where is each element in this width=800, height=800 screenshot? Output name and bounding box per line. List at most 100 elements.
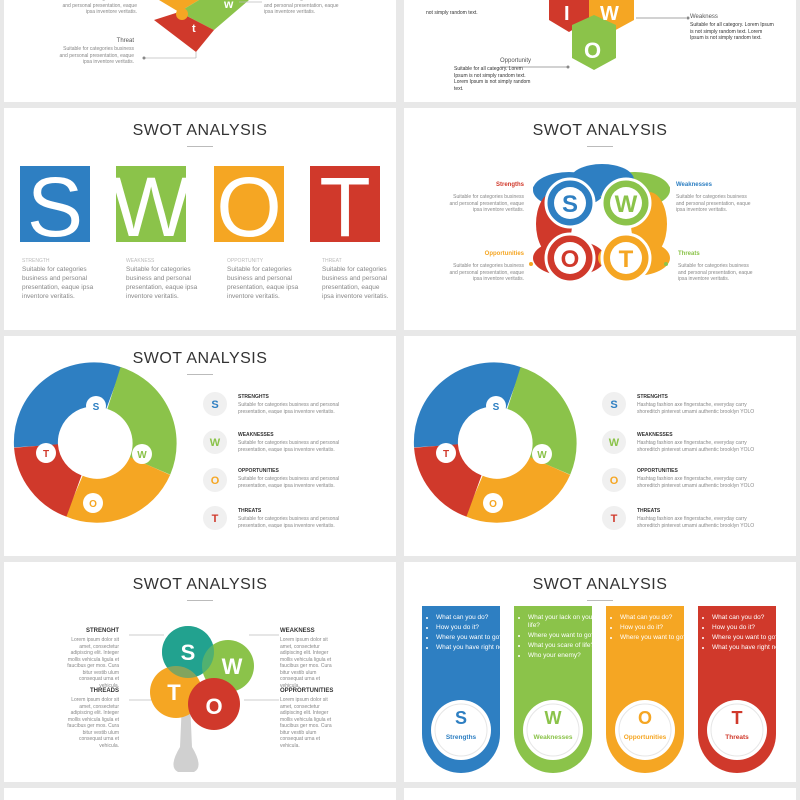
ring-b-label-1: WEAKNESSES xyxy=(637,432,673,438)
card-o-name: Opportunities xyxy=(623,734,667,741)
ring-diagram: S W O T S W O T xyxy=(13,362,227,530)
ring-b-text-1: Hashtag fashion axe fingerstache, everyd… xyxy=(637,440,755,453)
ring-b-label-3: THREATS xyxy=(637,508,661,514)
ring-diagram: S W O T S W O T xyxy=(413,362,626,530)
bullet: What you have right now? xyxy=(436,644,512,652)
flower-letter-o: O xyxy=(561,246,580,273)
slide-title: SWOT ANALYSIS xyxy=(4,576,396,601)
slide-swot-cards: SWOT ANALYSIS What can you do? How you d… xyxy=(404,562,796,782)
flower-letter-t: T xyxy=(619,246,634,273)
hexagon-group: I W O xyxy=(500,0,690,70)
ring-a-t: T xyxy=(43,449,49,460)
label-threat: THREAT xyxy=(322,258,342,264)
tree-text-strenght: Lorem ipsum dolor sit amet, consectetur … xyxy=(67,637,119,689)
block-letter-s: S xyxy=(27,160,83,254)
flower-label-weaknesses: Weaknesses xyxy=(676,182,712,188)
bullet: How you do it? xyxy=(712,624,788,632)
ring-a-s: S xyxy=(93,402,100,413)
letter-w: W xyxy=(600,3,619,25)
ring-a-label-2: OPPORTUNITIES xyxy=(238,468,279,474)
label-strength: STRENGTH xyxy=(22,258,50,264)
card-w-name: Weaknesses xyxy=(533,734,573,741)
weakness-text: Suitable for categories business and per… xyxy=(264,0,339,15)
opportunity-label: Opportunity xyxy=(500,58,532,64)
ring-b-text-3: Hashtag fashion axe fingerstache, everyd… xyxy=(637,516,755,529)
puzzle-diamond: w t xyxy=(142,0,262,60)
ring-b-text-2: Hashtag fashion axe fingerstache, everyd… xyxy=(637,476,755,489)
flower-text-threats: Suitable for categories business and per… xyxy=(678,263,753,282)
text-weakness: Suitable for categories business and per… xyxy=(126,266,198,300)
threat-text: Suitable for categories business and per… xyxy=(59,46,134,65)
ring-a-list-w: W xyxy=(210,437,221,449)
card-t-bullets: What can you do? How you do it? Where yo… xyxy=(702,614,788,652)
block-letter-o: O xyxy=(216,160,281,254)
block-letter-t: T xyxy=(319,160,370,254)
text-top: not simply random text. xyxy=(426,10,478,16)
flower-label-opportunities: Opportunities xyxy=(484,251,524,257)
slide-swot-ring-b: S W O T S W O T STRENGHTS Hashtag fashio… xyxy=(404,336,796,556)
cards xyxy=(422,606,776,773)
tree-letter-w: W xyxy=(222,654,243,679)
ring-a-label-1: WEAKNESSES xyxy=(238,432,274,438)
letter-o: O xyxy=(584,38,601,63)
ring-b-label-2: OPPORTUNITIES xyxy=(637,468,678,474)
opportunity-text: Suitable for all category. Lorem Ipsum i… xyxy=(454,66,531,92)
slide-next-left xyxy=(4,788,396,800)
ring-a-text-3: Suitable for categories business and per… xyxy=(238,516,340,529)
ring-a-label-3: THREATS xyxy=(238,508,262,514)
slide-swot-flower: SWOT ANALYSIS S W O T Strengths Suitable… xyxy=(404,108,796,330)
card-w-letter: W xyxy=(544,708,562,728)
bullet: What you scare of life? xyxy=(528,642,604,650)
ring-a-label-0: STRENGHTS xyxy=(238,394,269,400)
tree-text-opportunities: Lorem ipsum dolor sit amet, consectetur … xyxy=(280,697,332,749)
card-o-bullets: What can you do? How you do it? Where yo… xyxy=(610,614,696,642)
ring-b-list-s: S xyxy=(610,399,617,411)
bullet: Where you want to go? xyxy=(620,634,696,642)
flower-text-weaknesses: Suitable for categories business and per… xyxy=(676,194,751,213)
tree-label-opportunities: OPPRORTUNITIES xyxy=(280,688,334,694)
flower-letter-w: W xyxy=(615,191,638,218)
slide-title: SWOT ANALYSIS xyxy=(4,350,396,375)
ring-b-o: O xyxy=(489,499,497,510)
bullet: Where you want to go? xyxy=(528,632,604,640)
slide-swot-ring-a: SWOT ANALYSIS S W O T S W O T STRENGHTS … xyxy=(4,336,396,556)
ring-a-text-2: Suitable for categories business and per… xyxy=(238,476,340,489)
slide-title: SWOT ANALYSIS xyxy=(404,122,796,147)
card-w-bullets: What your lack on your life? Where you w… xyxy=(518,614,604,660)
card-s-letter: S xyxy=(454,708,467,728)
bullet: What can you do? xyxy=(712,614,788,622)
label-opportunity: OPPORTUNITY xyxy=(227,258,264,264)
card-s-bullets: What can you do? How you do it? Where yo… xyxy=(426,614,512,652)
block-letters: S W O T xyxy=(20,160,380,254)
bullet: What can you do? xyxy=(620,614,696,622)
slide-title: SWOT ANALYSIS xyxy=(4,122,396,147)
flower-diagram: S W O T xyxy=(529,164,670,284)
ring-a-w: W xyxy=(137,450,147,461)
ring-b-list-w: W xyxy=(609,437,620,449)
tree-letter-s: S xyxy=(181,640,196,665)
label-weakness: WEAKNESS xyxy=(126,258,155,264)
tree-diagram: S W T O xyxy=(129,626,279,772)
flower-text-opportunities: Suitable for categories business and per… xyxy=(449,263,524,282)
text-strength: Suitable for categories business and per… xyxy=(22,266,94,300)
tree-label-threads: THREADS xyxy=(89,688,119,694)
flower-letter-s: S xyxy=(562,191,578,218)
card-t-name: Threats xyxy=(725,734,749,741)
text-threat: Suitable for categories business and per… xyxy=(322,266,389,300)
letter-w: w xyxy=(223,0,234,11)
ring-b-list-o: O xyxy=(610,475,619,487)
flower-text-strengths: Suitable for categories business and per… xyxy=(449,194,524,213)
bullet: How you do it? xyxy=(436,624,512,632)
threat-label: Threat xyxy=(116,38,134,44)
tree-label-weakness: WEAKNESS xyxy=(280,628,315,634)
strength-text: Suitable for categories business and per… xyxy=(62,0,137,15)
ring-b-t: T xyxy=(443,449,449,460)
letter-t: t xyxy=(192,23,196,35)
tree-letter-o: O xyxy=(205,694,222,719)
slide-swot-puzzle: w t Suitable for categories business and… xyxy=(4,0,396,102)
tree-label-strenght: STRENGHT xyxy=(86,628,119,634)
slide-title: SWOT ANALYSIS xyxy=(404,576,796,601)
bullet: What your lack on your life? xyxy=(528,614,604,630)
weakness-label: Weakness xyxy=(690,14,718,20)
ring-b-list-t: T xyxy=(611,513,618,525)
